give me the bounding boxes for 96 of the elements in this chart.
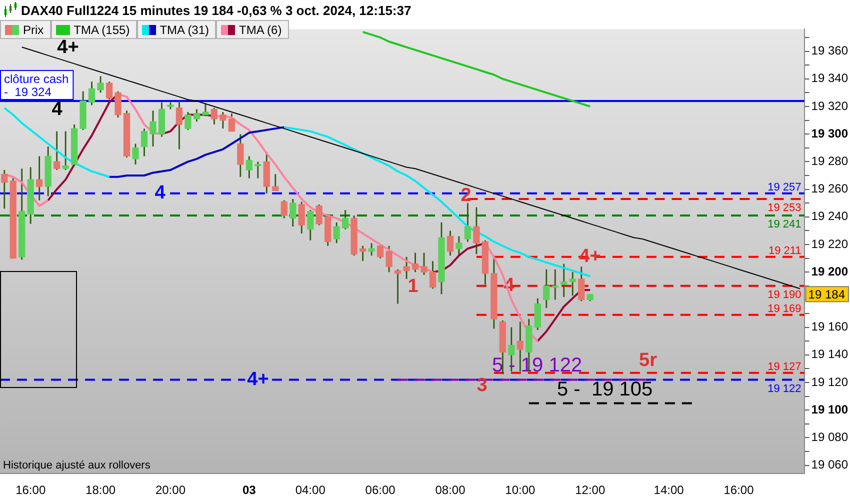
- y-tick-label: 19 300: [811, 126, 848, 140]
- candlestick: [150, 110, 156, 148]
- y-tick-label: 19 160: [811, 320, 848, 334]
- candlestick: [342, 209, 349, 230]
- candlestick: [132, 143, 139, 166]
- candlestick: [368, 242, 375, 256]
- candlestick: [307, 209, 314, 242]
- candlestick: [62, 130, 69, 171]
- ref-line-label: 19 190: [768, 288, 802, 301]
- candlestick: [473, 206, 480, 255]
- y-tick-label: 19 200: [811, 264, 848, 278]
- ref-line-label: 19 122: [768, 382, 802, 395]
- candlestick: [193, 108, 200, 122]
- annotation: 1: [408, 276, 419, 298]
- candlestick: [106, 80, 113, 100]
- ref-line-label: clôture cash - 19 324: [4, 72, 69, 99]
- candlestick: [202, 103, 209, 117]
- y-tick-label: 19 280: [811, 154, 848, 168]
- x-tick-label: 16:00: [16, 483, 46, 498]
- candlestick: [272, 173, 279, 192]
- y-tick-label: 19 320: [811, 98, 848, 113]
- candlestick: [114, 90, 122, 118]
- candlestick: [403, 256, 410, 280]
- candlestick: [254, 160, 262, 179]
- x-tick-label: 04:00: [295, 483, 326, 498]
- annotation: 5r: [639, 350, 658, 372]
- candlestick: [578, 266, 585, 302]
- annotation: 4+: [57, 37, 79, 58]
- annotation: 4: [52, 99, 63, 120]
- candlestick: [464, 202, 472, 242]
- x-tick-label: 03: [242, 483, 256, 498]
- candlestick: [140, 128, 148, 157]
- candlestick: [298, 201, 305, 234]
- y-tick-label: 19 100: [811, 402, 848, 416]
- annotation: Historique ajusté aux rollovers: [3, 460, 151, 472]
- x-tick-label: 18:00: [86, 483, 116, 498]
- candlestick: [376, 244, 384, 259]
- y-tick-label: 19 140: [811, 347, 848, 362]
- candlestick: [210, 107, 218, 126]
- candlestick: [543, 268, 550, 309]
- candlestick: [569, 271, 576, 296]
- annotation: 3: [476, 375, 488, 396]
- y-tick-label: 19 360: [811, 44, 848, 58]
- candlestick: [316, 204, 322, 226]
- candlestick: [290, 198, 296, 228]
- x-tick-label: 06:00: [365, 483, 396, 498]
- candlestick: [560, 263, 568, 298]
- candlestick: [36, 155, 43, 202]
- x-tick-label: 14:00: [654, 483, 684, 498]
- ref-line-label: 19 241: [768, 218, 802, 231]
- candlestick: [333, 222, 340, 244]
- annotation: 5 - 19 105: [557, 378, 653, 401]
- candlestick: [246, 155, 252, 179]
- candlestick: [88, 80, 96, 106]
- candlestick: [184, 111, 192, 131]
- candlestick: [420, 252, 428, 276]
- ref-line-label: 19 253: [768, 202, 802, 214]
- ref-line-label: 19 127: [768, 360, 802, 373]
- y-tick-label: 19 340: [811, 71, 848, 86]
- x-tick-label: 10:00: [505, 483, 536, 498]
- candlestick: [220, 111, 226, 130]
- x-tick-label: 16:00: [724, 483, 754, 498]
- candlestick: [53, 130, 60, 171]
- x-tick-label: 20:00: [155, 483, 186, 498]
- y-tick-label: 19 060: [811, 458, 848, 472]
- candlestick: [228, 112, 236, 132]
- legend-label: TMA (155): [74, 22, 130, 36]
- candlestick: [412, 252, 419, 273]
- chart-title: DAX40 Full1224 15 minutes 19 184 -0,63 % 3 oct. 2024, 12:15:37: [21, 2, 412, 18]
- legend-label: Prix: [23, 22, 44, 36]
- candlestick: [176, 100, 183, 150]
- candlestick: [280, 200, 288, 219]
- y-tick-label: 19 240: [811, 209, 848, 224]
- x-tick-label: 12:00: [575, 483, 606, 498]
- y-tick-label: 19 080: [811, 430, 848, 444]
- candlestick: [1, 169, 8, 210]
- ref-line-label: 19 257: [768, 181, 802, 194]
- candlestick: [237, 133, 244, 178]
- ref-line-label: 19 169: [768, 302, 802, 315]
- x-tick-label: 08:00: [435, 483, 466, 498]
- y-tick-label: 19 120: [811, 374, 848, 389]
- candlestick: [446, 230, 454, 256]
- candlestick: [97, 75, 104, 94]
- legend-label: TMA (6): [239, 22, 282, 36]
- ref-line-label: 19 211: [768, 244, 802, 257]
- candlestick: [552, 268, 558, 300]
- y-tick-label: 19 260: [811, 182, 848, 196]
- annotation: 4+: [247, 368, 269, 390]
- y-tick-label: 19 220: [811, 236, 848, 251]
- annotation: 4: [154, 182, 166, 204]
- candlestick: [456, 236, 462, 256]
- annotation: 19 184: [808, 287, 846, 302]
- candlestick: [429, 260, 436, 290]
- candlestick: [386, 245, 392, 273]
- legend-label: TMA (31): [160, 22, 210, 36]
- candlestick: [394, 268, 402, 305]
